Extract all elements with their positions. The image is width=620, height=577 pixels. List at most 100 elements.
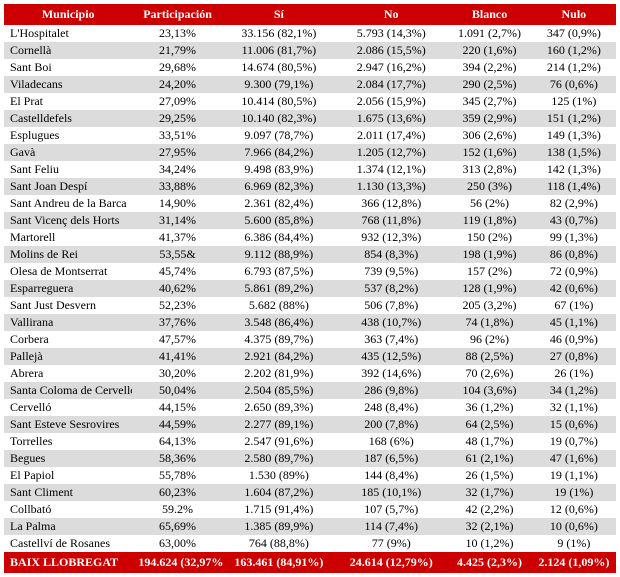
cell: 214 (1,2%) — [532, 59, 616, 76]
total-cell: 2.124 (1,09%) — [532, 552, 616, 573]
cell: 6.386 (84,4%) — [223, 229, 335, 246]
cell: 86 (0,8%) — [532, 246, 616, 263]
cell: 359 (2,9%) — [447, 110, 531, 127]
cell: 248 (8,4%) — [335, 399, 447, 416]
col-participacion: Participación — [132, 4, 222, 25]
table-row: Sant Feliu34,24%9.498 (83,9%)1.374 (12,1… — [4, 161, 616, 178]
table-row: Sant Boi29,68%14.674 (80,5%)2.947 (16,2%… — [4, 59, 616, 76]
total-cell: 24.614 (12,79%) — [335, 552, 447, 573]
cell: 96 (2%) — [447, 331, 531, 348]
cell: 14,90% — [132, 195, 222, 212]
cell: Gavà — [4, 144, 132, 161]
cell: 2.650 (89,3%) — [223, 399, 335, 416]
cell: 394 (2,2%) — [447, 59, 531, 76]
table-row: Santa Coloma de Cervelló50,04%2.504 (85,… — [4, 382, 616, 399]
cell: 854 (8,3%) — [335, 246, 447, 263]
cell: 14.674 (80,5%) — [223, 59, 335, 76]
header-row: Municipio Participación Sí No Blanco Nul… — [4, 4, 616, 25]
cell: 198 (1,9%) — [447, 246, 531, 263]
cell: Torrelles — [4, 433, 132, 450]
cell: 61 (2,1%) — [447, 450, 531, 467]
cell: 160 (1,2%) — [532, 42, 616, 59]
cell: 43 (0,7%) — [532, 212, 616, 229]
cell: 82 (2,9%) — [532, 195, 616, 212]
cell: Collbató — [4, 501, 132, 518]
table-row: Olesa de Montserrat45,74%6.793 (87,5%)73… — [4, 263, 616, 280]
cell: 32 (2,1%) — [447, 518, 531, 535]
cell: 9.300 (79,1%) — [223, 76, 335, 93]
cell: Molins de Rei — [4, 246, 132, 263]
cell: 40,62% — [132, 280, 222, 297]
table-row: Castellví de Rosanes63,00%764 (88,8%)77 … — [4, 535, 616, 552]
table-row: Gavà27,95%7.966 (84,2%)1.205 (12,7%)152 … — [4, 144, 616, 161]
cell: 88 (2,5%) — [447, 348, 531, 365]
cell: 42 (2,2%) — [447, 501, 531, 518]
cell: 3.548 (86,4%) — [223, 314, 335, 331]
cell: 32 (1,1%) — [532, 399, 616, 416]
cell: 10.140 (82,3%) — [223, 110, 335, 127]
cell: 739 (9,5%) — [335, 263, 447, 280]
cell: 33.156 (82,1%) — [223, 25, 335, 42]
cell: 306 (2,6%) — [447, 127, 531, 144]
cell: 392 (14,6%) — [335, 365, 447, 382]
cell: 6.793 (87,5%) — [223, 263, 335, 280]
cell: 151 (1,2%) — [532, 110, 616, 127]
cell: Viladecans — [4, 76, 132, 93]
cell: 32 (1,7%) — [447, 484, 531, 501]
cell: 128 (1,9%) — [447, 280, 531, 297]
cell: Sant Climent — [4, 484, 132, 501]
cell: Abrera — [4, 365, 132, 382]
cell: 23,13% — [132, 25, 222, 42]
cell: 1.604 (87,2%) — [223, 484, 335, 501]
cell: 9.498 (83,9%) — [223, 161, 335, 178]
cell: 200 (7,8%) — [335, 416, 447, 433]
table-row: El Prat27,09%10.414 (80,5%)2.056 (15,9%)… — [4, 93, 616, 110]
cell: 1.715 (91,4%) — [223, 501, 335, 518]
col-blanco: Blanco — [447, 4, 531, 25]
cell: 63,00% — [132, 535, 222, 552]
cell: 205 (3,2%) — [447, 297, 531, 314]
cell: 58,36% — [132, 450, 222, 467]
table-row: Esplugues33,51%9.097 (78,7%)2.011 (17,4%… — [4, 127, 616, 144]
table-row: Begues58,36%2.580 (89,7%)187 (6,5%)61 (2… — [4, 450, 616, 467]
cell: 118 (1,4%) — [532, 178, 616, 195]
cell: 168 (6%) — [335, 433, 447, 450]
cell: 2.086 (15,5%) — [335, 42, 447, 59]
cell: 187 (6,5%) — [335, 450, 447, 467]
total-cell: 4.425 (2,3%) — [447, 552, 531, 573]
results-table: Municipio Participación Sí No Blanco Nul… — [4, 4, 616, 573]
cell: 119 (1,8%) — [447, 212, 531, 229]
cell: 10.414 (80,5%) — [223, 93, 335, 110]
table-row: El Papiol55,78%1.530 (89%)144 (8,4%)26 (… — [4, 467, 616, 484]
cell: Olesa de Montserrat — [4, 263, 132, 280]
cell: 5.682 (88%) — [223, 297, 335, 314]
cell: 290 (2,5%) — [447, 76, 531, 93]
cell: 1.530 (89%) — [223, 467, 335, 484]
cell: 149 (1,3%) — [532, 127, 616, 144]
cell: 313 (2,8%) — [447, 161, 531, 178]
cell: 53,55& — [132, 246, 222, 263]
cell: 72 (0,9%) — [532, 263, 616, 280]
cell: 19 (1%) — [532, 484, 616, 501]
cell: Cervelló — [4, 399, 132, 416]
cell: 2.580 (89,7%) — [223, 450, 335, 467]
cell: 768 (11,8%) — [335, 212, 447, 229]
cell: 10 (0,6%) — [532, 518, 616, 535]
cell: Sant Vicenç dels Horts — [4, 212, 132, 229]
cell: 46 (0,9%) — [532, 331, 616, 348]
cell: 48 (1,7%) — [447, 433, 531, 450]
table-row: Martorell41,37%6.386 (84,4%)932 (12,3%)1… — [4, 229, 616, 246]
cell: 7.966 (84,2%) — [223, 144, 335, 161]
cell: 1.130 (13,3%) — [335, 178, 447, 195]
cell: Sant Esteve Sesrovires — [4, 416, 132, 433]
table-row: Castelldefels29,25%10.140 (82,3%)1.675 (… — [4, 110, 616, 127]
cell: 2.547 (91,6%) — [223, 433, 335, 450]
cell: 2.202 (81,9%) — [223, 365, 335, 382]
cell: 142 (1,3%) — [532, 161, 616, 178]
cell: Begues — [4, 450, 132, 467]
cell: 65,69% — [132, 518, 222, 535]
cell: 33,51% — [132, 127, 222, 144]
cell: 19 (1,1%) — [532, 467, 616, 484]
cell: 45,74% — [132, 263, 222, 280]
cell: 55,78% — [132, 467, 222, 484]
